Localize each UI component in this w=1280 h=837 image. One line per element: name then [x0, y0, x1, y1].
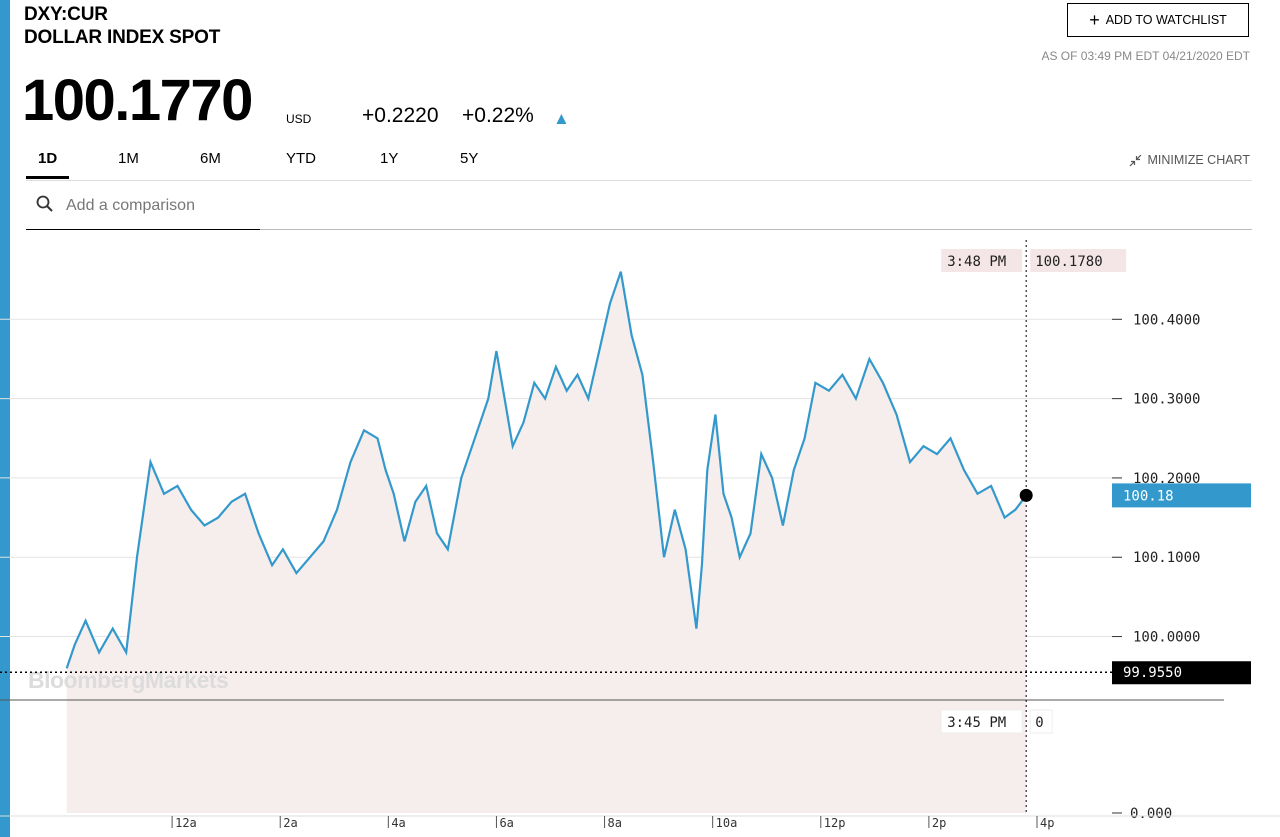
volume-time-label: 3:45 PM [947, 715, 1006, 731]
previous-close-badge [1112, 661, 1251, 685]
tabs-divider [26, 180, 1252, 181]
x-tick-label: 4a [391, 816, 405, 830]
last-value-label: 100.18 [1123, 488, 1174, 504]
volume-value-box [1029, 709, 1053, 734]
crosshair-time-box [941, 249, 1023, 272]
ticker-symbol: DXY:CUR [24, 4, 108, 25]
watchlist-label: ADD TO WATCHLIST [1105, 13, 1227, 27]
tab-6m[interactable]: 6M [200, 150, 221, 167]
comparison-search [26, 184, 260, 230]
volume-value-label: 0 [1035, 715, 1043, 731]
up-arrow-icon: ▲ [553, 109, 570, 128]
volume-zero-label: 0.000 [1130, 806, 1172, 822]
y-tick-label: 100.2000 [1133, 471, 1200, 487]
accent-bar [0, 0, 10, 837]
watermark: BloombergMarkets [28, 667, 228, 693]
y-tick-label: 100.3000 [1133, 392, 1200, 408]
tab-ytd[interactable]: YTD [286, 150, 316, 167]
minimize-chart-button[interactable]: MINIMIZE CHART [1129, 153, 1250, 167]
as-of-timestamp: AS OF 03:49 PM EDT 04/21/2020 EDT [1041, 49, 1250, 63]
minimize-icon [1130, 154, 1142, 166]
crosshair-dot [1019, 488, 1033, 502]
price-area [66, 271, 1027, 813]
tab-1m[interactable]: 1M [118, 150, 139, 167]
x-tick-label: 8a [608, 816, 622, 830]
x-tick-label: 10a [716, 816, 738, 830]
y-tick-label: 100.4000 [1133, 312, 1200, 328]
x-tick-label: 12a [175, 816, 197, 830]
tab-1d[interactable]: 1D [38, 150, 58, 167]
price-line [65, 271, 1028, 669]
x-tick-label: 12p [824, 816, 846, 830]
last-value-badge [1112, 483, 1251, 508]
currency-label: USD [286, 112, 312, 126]
search-icon [36, 195, 53, 212]
last-price: 100.1770 [22, 68, 253, 133]
plus-icon: + [1089, 10, 1100, 30]
tab-5y[interactable]: 5Y [460, 150, 479, 167]
comparison-search-input[interactable] [64, 192, 258, 220]
minimize-label: MINIMIZE CHART [1147, 153, 1250, 167]
y-tick-label: 100.0000 [1133, 630, 1200, 646]
x-tick-label: 4p [1040, 816, 1054, 830]
tab-1y[interactable]: 1Y [380, 150, 399, 167]
x-tick-label: 2p [932, 816, 946, 830]
volume-time-box [940, 709, 1023, 734]
x-tick-label: 2a [283, 816, 297, 830]
active-tab-indicator [26, 176, 69, 179]
instrument-name: DOLLAR INDEX SPOT [24, 27, 221, 48]
crosshair-value-box [1030, 249, 1127, 272]
previous-close-label: 99.9550 [1123, 665, 1182, 681]
price-change: +0.2220 [362, 104, 439, 127]
crosshair-value-label: 100.1780 [1035, 254, 1102, 270]
price-change-percent: +0.22% [462, 104, 534, 127]
crosshair-time-label: 3:48 PM [947, 254, 1006, 270]
y-tick-label: 100.1000 [1133, 550, 1200, 566]
search-divider [260, 229, 1252, 230]
x-tick-label: 6a [499, 816, 513, 830]
add-to-watchlist-button[interactable]: + ADD TO WATCHLIST [1067, 3, 1249, 37]
